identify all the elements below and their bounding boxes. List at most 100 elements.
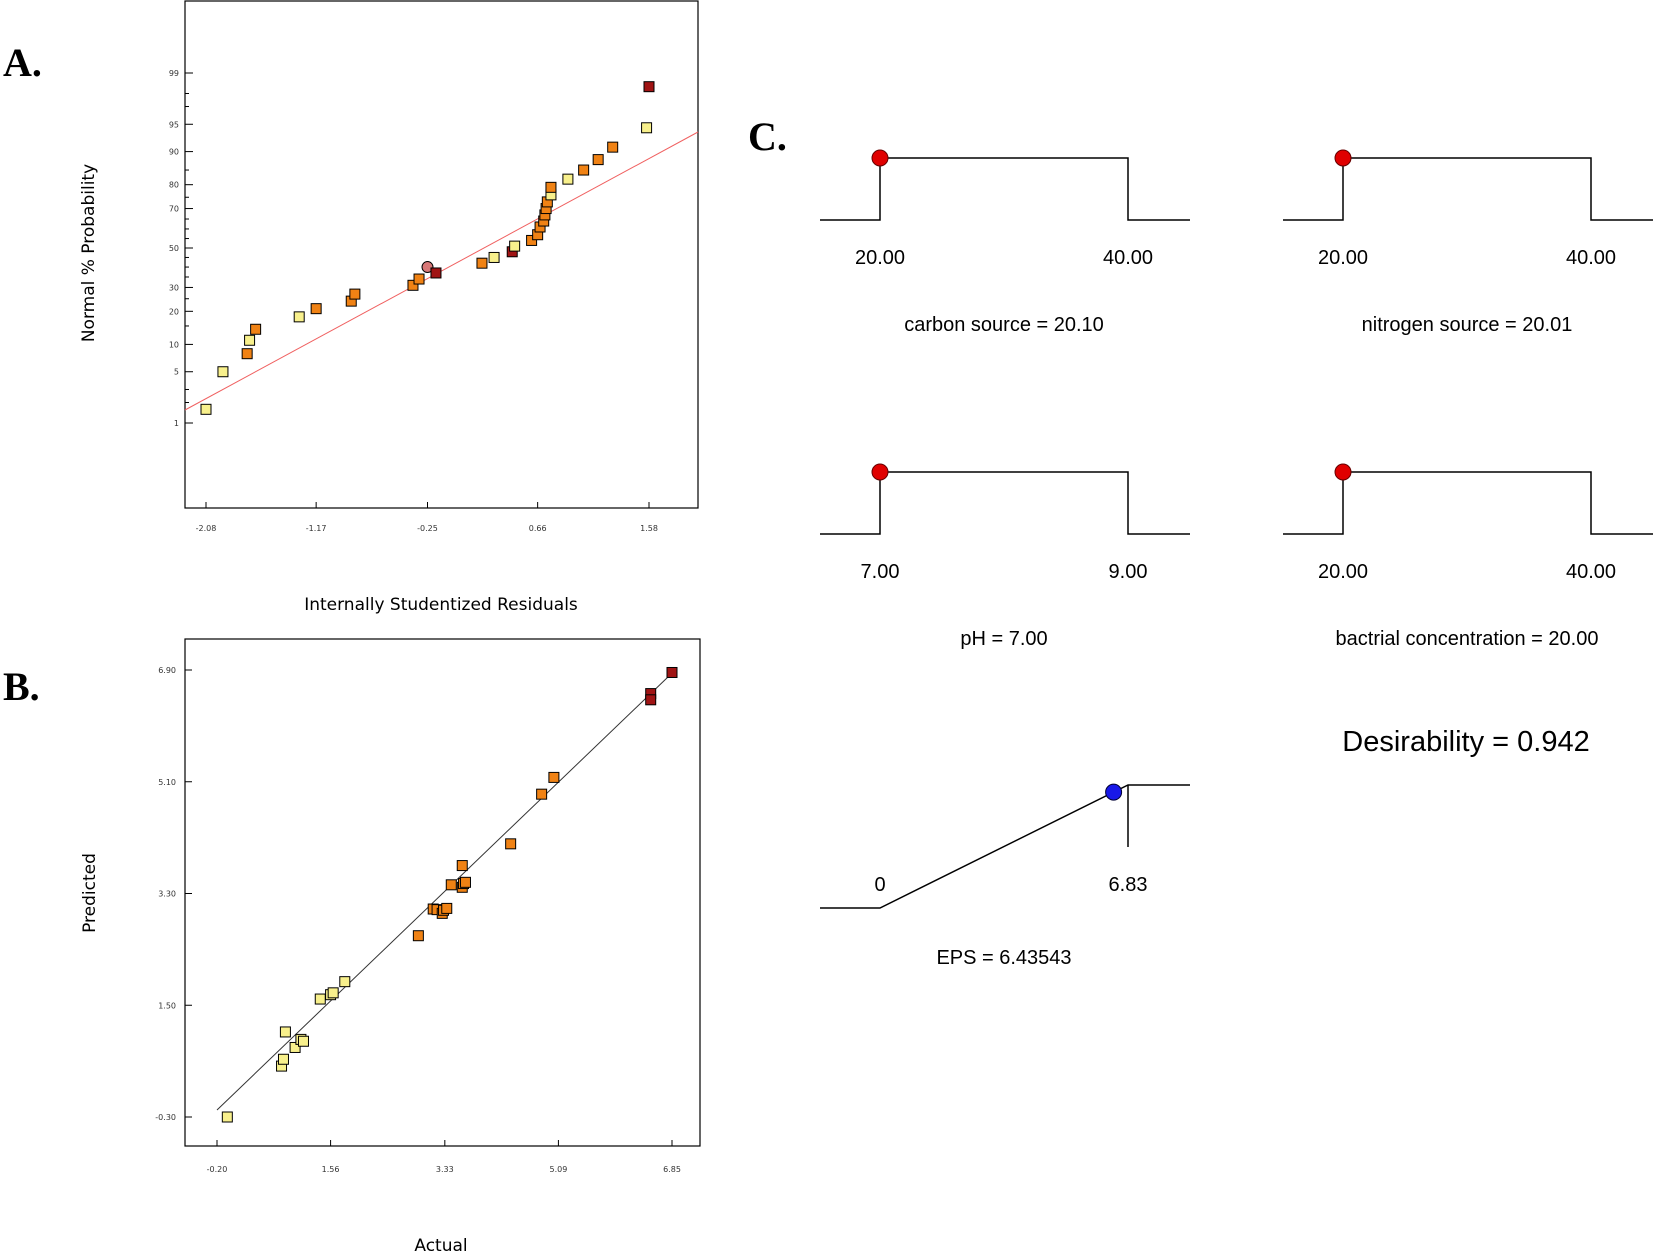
y-tick-label: 6.90 — [158, 666, 176, 675]
data-point — [277, 1053, 289, 1065]
x-axis-title-a: Internally Studentized Residuals — [304, 595, 578, 615]
x-tick-label: -2.08 — [196, 524, 217, 533]
y-tick-label: 1 — [174, 419, 179, 428]
y-tick-label: -0.30 — [155, 1113, 176, 1122]
y-tick-label: 80 — [169, 181, 179, 190]
x-axis-title-b: Actual — [414, 1236, 467, 1252]
ramp-low-label: 20.00 — [1318, 561, 1368, 583]
setting-marker — [871, 463, 889, 481]
data-point — [643, 81, 655, 93]
panel-label-b: B. — [3, 664, 40, 709]
ramp-low-label: 20.00 — [855, 247, 905, 269]
ramp-caption: pH = 7.00 — [960, 628, 1047, 650]
data-point — [476, 257, 488, 269]
x-tick-label: -1.17 — [306, 524, 327, 533]
plot-frame-a — [184, 0, 699, 509]
x-tick-label: -0.25 — [417, 524, 438, 533]
ramp-2: 20.00 40.00 nitrogen source = 20.01 — [1283, 149, 1653, 336]
y-tick-label: 70 — [169, 205, 179, 214]
ramp-3: 7.00 9.00 pH = 7.00 — [820, 463, 1190, 650]
y-axis-title-b: Predicted — [80, 853, 100, 933]
data-point — [456, 860, 468, 872]
data-point — [293, 311, 305, 323]
setting-marker — [871, 149, 889, 167]
y-tick-label: 5 — [174, 368, 179, 377]
ramp-line — [820, 471, 1190, 535]
ramp-1: 20.00 40.00 carbon source = 20.10 — [820, 149, 1190, 336]
ramp-high-label: 40.00 — [1566, 247, 1616, 269]
data-point — [526, 234, 538, 246]
normal-probability-plot: 1 5 10 20 30 50 70 80 90 95 99 -2.08 -1.17 -0.25 0.66… — [79, 0, 699, 615]
x-tick-label: -0.20 — [207, 1165, 228, 1174]
data-point — [314, 993, 326, 1005]
y-tick-label: 99 — [169, 69, 179, 78]
predicted-vs-actual-plot: -0.30 1.50 3.30 5.10 6.90 -0.20 1.56 3.33 5.09 6… — [80, 638, 701, 1252]
ramp-line — [820, 784, 1190, 909]
ramp-caption: nitrogen source = 20.01 — [1362, 314, 1573, 336]
y-axis-title-a: Normal % Probability — [79, 164, 99, 342]
desirability-value: Desirability = 0.942 — [1342, 726, 1589, 758]
data-point — [505, 838, 517, 850]
ramp-line — [1283, 471, 1653, 535]
y-tick-label: 20 — [169, 307, 179, 316]
data-point — [279, 1026, 291, 1038]
data-point — [413, 273, 425, 285]
x-tick-label: 1.56 — [322, 1165, 340, 1174]
data-point — [641, 122, 653, 134]
ramp-low-label: 0 — [874, 874, 885, 896]
data-point — [421, 261, 434, 274]
y-tick-label: 3.30 — [158, 890, 176, 899]
x-tick-label: 0.66 — [529, 524, 547, 533]
plot-frame-b — [184, 638, 701, 1147]
data-point — [562, 173, 574, 185]
ramp-caption: EPS = 6.43543 — [936, 947, 1071, 969]
data-point — [200, 403, 212, 415]
y-tick-label: 30 — [169, 283, 179, 292]
data-point — [536, 788, 548, 800]
data-point — [244, 334, 256, 346]
ramp-caption: bactrial concentration = 20.00 — [1336, 628, 1599, 650]
data-point — [592, 154, 604, 166]
data-point — [548, 771, 560, 783]
optimization-ramps: 20.00 40.00 carbon source = 20.10 20.00 40.0… — [820, 149, 1653, 969]
y-tick-label: 10 — [169, 340, 179, 349]
data-point — [297, 1035, 309, 1047]
ramp-4: 20.00 40.00 bactrial concentration = 20.00 — [1283, 463, 1653, 650]
ramp-caption: carbon source = 20.10 — [904, 314, 1104, 336]
data-point — [430, 267, 442, 279]
ramp-line — [1283, 157, 1653, 221]
data-point — [545, 181, 557, 193]
data-point — [488, 251, 500, 263]
data-point — [407, 279, 419, 291]
ramp-5: 0 6.83 EPS = 6.43543 — [820, 783, 1190, 969]
x-tick-label: 6.85 — [663, 1165, 681, 1174]
x-tick-label: 1.58 — [640, 524, 658, 533]
ramp-low-label: 7.00 — [861, 561, 900, 583]
data-point — [221, 1111, 233, 1123]
data-point — [412, 930, 424, 942]
data-point — [445, 879, 457, 891]
data-point — [289, 1041, 301, 1053]
ramp-high-label: 6.83 — [1109, 874, 1148, 896]
data-point — [339, 976, 351, 988]
y-tick-label: 95 — [169, 120, 179, 129]
y-tick-label: 90 — [169, 148, 179, 157]
reference-line-b — [216, 672, 673, 1111]
setting-marker — [1334, 149, 1352, 167]
data-point — [578, 164, 590, 176]
data-point — [327, 987, 339, 999]
ramp-low-label: 20.00 — [1318, 247, 1368, 269]
data-point — [441, 902, 453, 914]
panel-label-a: A. — [3, 40, 42, 85]
ramp-high-label: 40.00 — [1103, 247, 1153, 269]
reference-line-a — [184, 131, 699, 411]
ramp-high-label: 40.00 — [1566, 561, 1616, 583]
ramp-high-label: 9.00 — [1109, 561, 1148, 583]
setting-marker — [1334, 463, 1352, 481]
data-point — [250, 323, 262, 335]
ramp-line — [820, 157, 1190, 221]
data-point — [217, 366, 229, 378]
data-point — [607, 141, 619, 153]
y-tick-label: 50 — [169, 244, 179, 253]
